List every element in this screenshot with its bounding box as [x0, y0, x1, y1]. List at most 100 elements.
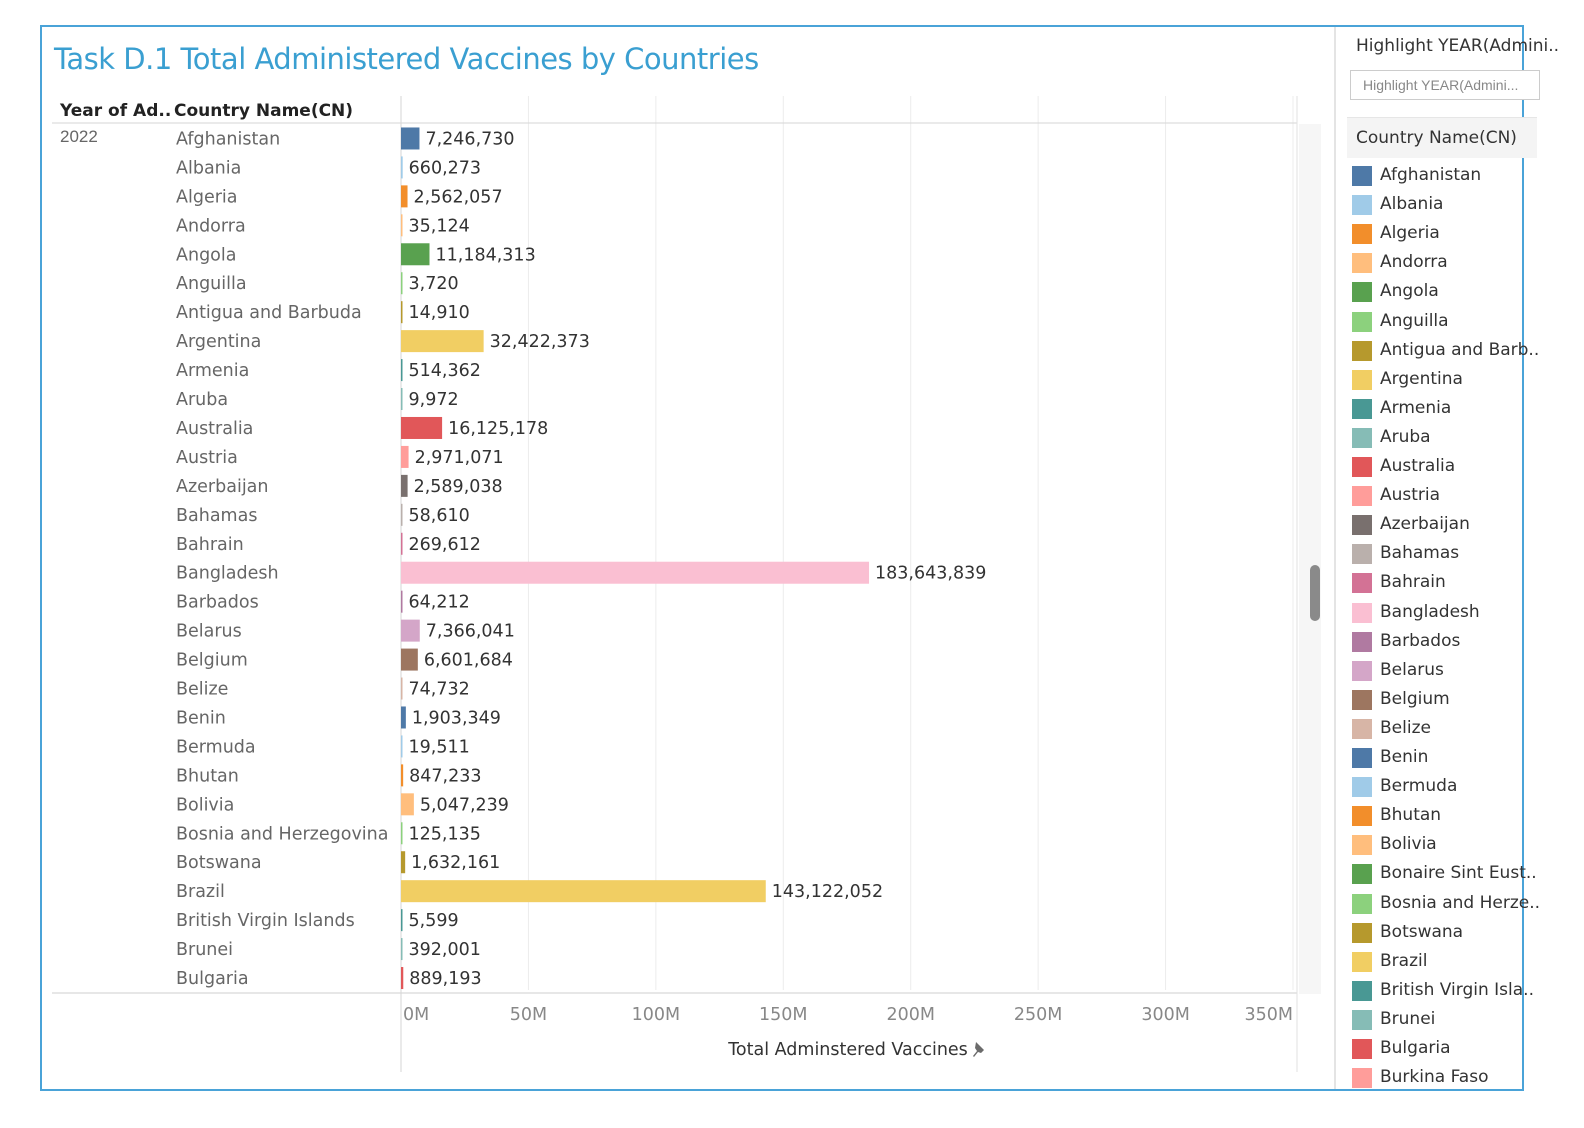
legend-label: Burkina Faso: [1380, 1067, 1489, 1088]
legend-label: Antigua and Barb..: [1380, 339, 1540, 360]
bar-belarus[interactable]: [401, 619, 420, 642]
highlight-input[interactable]: Highlight YEAR(Admini...: [1350, 70, 1540, 100]
legend-label: Benin: [1380, 747, 1429, 767]
category-label: Bahrain: [176, 535, 244, 555]
legend-swatch: [1352, 573, 1372, 594]
legend-swatch: [1352, 922, 1372, 943]
bar-bolivia[interactable]: [401, 793, 414, 816]
legend-label: Bhutan: [1380, 805, 1442, 826]
value-label: 5,047,239: [420, 795, 509, 815]
category-label: Belarus: [176, 622, 242, 642]
bar-anguilla[interactable]: [401, 272, 403, 295]
category-label: Bolivia: [176, 795, 234, 815]
legend-label: Brazil: [1380, 950, 1428, 971]
value-label: 74,732: [409, 680, 470, 700]
bar-benin[interactable]: [401, 706, 406, 729]
value-label: 2,589,038: [414, 477, 503, 497]
bar-australia[interactable]: [401, 416, 443, 439]
legend-swatch: [1352, 195, 1372, 216]
bar-argentina[interactable]: [401, 330, 484, 353]
x-tick-label: 150M: [759, 1005, 808, 1025]
legend-label: Austria: [1380, 485, 1441, 506]
legend-swatch: [1352, 893, 1372, 914]
category-label: Andorra: [176, 216, 246, 236]
bar-bulgaria[interactable]: [401, 967, 404, 990]
category-label: Australia: [176, 419, 253, 439]
bar-belgium[interactable]: [401, 648, 418, 671]
legend-label: Bahrain: [1380, 572, 1446, 593]
category-label: Belize: [176, 680, 228, 700]
legend-swatch: [1352, 398, 1372, 419]
value-label: 7,246,730: [425, 129, 514, 149]
legend-swatch: [1352, 311, 1372, 332]
bar-aruba[interactable]: [401, 388, 403, 411]
category-label: Benin: [176, 708, 226, 728]
dashboard-frame: [40, 25, 1524, 1091]
bar-algeria[interactable]: [401, 185, 408, 208]
bar-belize[interactable]: [401, 677, 403, 700]
bar-afghanistan[interactable]: [401, 127, 420, 150]
legend-swatch: [1352, 980, 1372, 1001]
bar-andorra[interactable]: [401, 214, 403, 237]
value-label: 7,366,041: [426, 622, 515, 642]
legend-swatch: [1352, 486, 1372, 507]
legend-swatch: [1352, 748, 1372, 768]
bar-azerbaijan[interactable]: [401, 474, 408, 497]
legend-label: Azerbaijan: [1380, 514, 1470, 535]
page-title: Task D.1 Total Administered Vaccines by …: [54, 42, 759, 76]
year-column-header[interactable]: Year of Ad..: [60, 101, 172, 121]
bar-bosnia-and-herzegovina[interactable]: [401, 822, 403, 845]
legend-swatch: [1352, 1068, 1372, 1089]
bar-bahamas[interactable]: [401, 503, 403, 526]
value-label: 2,562,057: [414, 187, 503, 207]
x-axis-title: Total Adminstered Vaccines: [727, 1040, 968, 1060]
legend-swatch: [1352, 166, 1372, 186]
legend-label: Barbados: [1380, 630, 1461, 651]
x-tick-label: 350M: [1244, 1005, 1293, 1025]
legend-title: Country Name(CN): [1356, 128, 1517, 148]
bar-bhutan[interactable]: [401, 764, 404, 787]
bar-angola[interactable]: [401, 243, 430, 266]
pin-icon[interactable]: [973, 1042, 984, 1057]
bar-barbados[interactable]: [401, 590, 403, 613]
category-label: Azerbaijan: [176, 477, 269, 497]
bar-brazil[interactable]: [401, 880, 766, 903]
value-label: 1,903,349: [412, 708, 501, 728]
legend-label: Bermuda: [1380, 776, 1458, 797]
legend-label: Belgium: [1380, 688, 1450, 709]
highlight-placeholder: Highlight YEAR(Admini...: [1363, 77, 1519, 93]
bar-botswana[interactable]: [401, 851, 406, 874]
legend-label: Argentina: [1380, 368, 1463, 389]
value-label: 183,643,839: [875, 564, 986, 584]
bar-austria[interactable]: [401, 445, 409, 468]
legend-label: Albania: [1380, 194, 1444, 215]
bar-armenia[interactable]: [401, 359, 403, 382]
x-tick-label: 300M: [1141, 1005, 1190, 1025]
legend-header: [1347, 117, 1537, 158]
bar-brunei[interactable]: [401, 938, 403, 961]
legend-label: Belarus: [1380, 659, 1444, 680]
legend-swatch: [1352, 340, 1372, 361]
legend-label: Afghanistan: [1380, 165, 1482, 185]
chart-scrollbar[interactable]: [1310, 565, 1320, 621]
value-label: 1,632,161: [411, 853, 500, 873]
bar-bangladesh[interactable]: [401, 561, 870, 584]
bar-antigua-and-barbuda[interactable]: [401, 301, 403, 324]
bar-bahrain[interactable]: [401, 532, 403, 555]
legend-label: Bulgaria: [1380, 1038, 1451, 1058]
legend-swatch: [1352, 689, 1372, 710]
year-cell: 2022: [60, 127, 98, 146]
category-label: Bhutan: [176, 766, 239, 786]
country-column-header[interactable]: Country Name(CN): [174, 101, 354, 121]
legend-swatch: [1352, 369, 1372, 390]
bar-chart: Afghanistan 7,246,730 Albania 660,273 Algeri…: [52, 96, 1298, 1072]
bar-albania[interactable]: [401, 156, 403, 179]
category-label: British Virgin Islands: [176, 911, 355, 931]
legend-swatch: [1352, 544, 1372, 565]
value-label: 58,610: [409, 506, 470, 526]
x-tick-label: 250M: [1014, 1005, 1063, 1025]
bar-british-virgin-islands[interactable]: [401, 909, 403, 932]
category-label: Afghanistan: [176, 129, 280, 149]
bar-bermuda[interactable]: [401, 735, 403, 758]
value-label: 392,001: [409, 940, 481, 960]
